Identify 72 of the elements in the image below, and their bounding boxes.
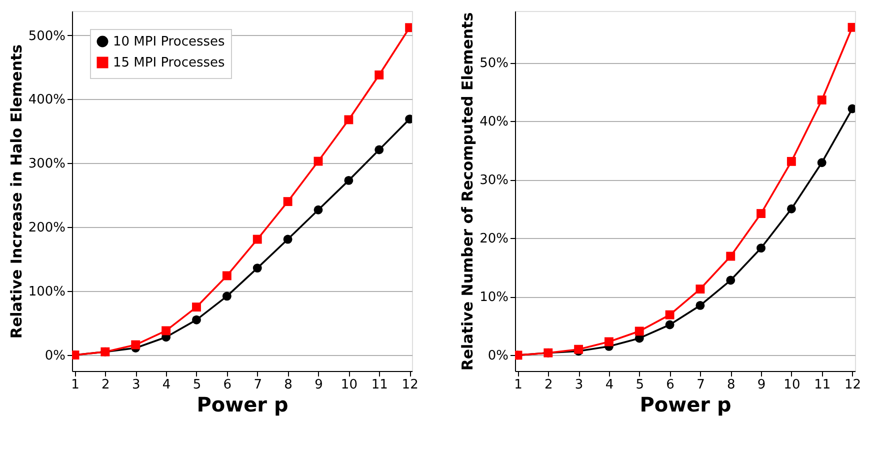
x-tick-label: 1 xyxy=(71,378,80,392)
y-tick-label: 20% xyxy=(480,232,508,247)
x-tick-label: 5 xyxy=(192,378,202,392)
legend-label: 10 MPI Processes xyxy=(113,34,226,50)
point xyxy=(222,292,232,301)
y-tick-label: 30% xyxy=(480,173,508,188)
y-axis-title: Relative Number of Recomputed Elements xyxy=(458,12,477,371)
point xyxy=(374,145,384,154)
x-axis-title: Power p xyxy=(196,392,288,416)
x-tick-label: 7 xyxy=(254,378,262,392)
x-tick-label: 10 xyxy=(340,378,358,392)
point xyxy=(222,271,232,280)
y-tick-label: 500% xyxy=(28,28,66,44)
y-tick-label: 300% xyxy=(28,156,66,172)
x-tick-label: 8 xyxy=(726,378,736,392)
point xyxy=(344,115,354,124)
point xyxy=(252,264,262,273)
x-tick-label: 3 xyxy=(132,378,140,392)
x-axis-title: Power p xyxy=(640,392,732,416)
point xyxy=(756,244,766,253)
point xyxy=(252,234,262,244)
x-tick-label: 2 xyxy=(102,378,110,392)
point xyxy=(665,310,674,320)
point xyxy=(817,96,826,104)
x-tick-label: 9 xyxy=(757,378,766,392)
point xyxy=(634,326,644,336)
point xyxy=(162,326,171,336)
x-tick-label: 7 xyxy=(696,378,705,392)
y-tick-label: 100% xyxy=(28,284,66,300)
x-tick-label: 2 xyxy=(544,378,553,392)
x-tick-label: 5 xyxy=(636,378,644,392)
y-tick-label: 0% xyxy=(44,348,66,364)
x-tick-label: 3 xyxy=(574,378,584,392)
x-tick-label: 1 xyxy=(514,378,522,392)
point xyxy=(374,70,384,80)
point xyxy=(726,276,736,285)
point xyxy=(696,300,705,310)
legend-label: 15 MPI Processes xyxy=(113,56,226,70)
point xyxy=(192,315,201,324)
y-tick-label: 40% xyxy=(480,114,508,130)
x-tick-label: 4 xyxy=(162,378,171,392)
y-tick-label: 200% xyxy=(28,220,66,236)
point xyxy=(726,252,736,261)
x-tick-label: 6 xyxy=(223,378,232,392)
x-tick-label: 8 xyxy=(284,378,292,392)
x-tick-label: 4 xyxy=(605,378,614,392)
x-tick-label: 11 xyxy=(371,378,388,392)
point xyxy=(696,284,705,294)
point xyxy=(786,156,796,166)
point xyxy=(817,158,826,168)
y-axis-title: Relative Increase in Halo Elements xyxy=(7,44,26,339)
x-tick-label: 12 xyxy=(402,378,418,392)
point xyxy=(314,156,323,166)
y-tick-label: 0% xyxy=(488,348,508,364)
point xyxy=(283,197,292,206)
y-tick-label: 10% xyxy=(480,290,508,306)
x-tick-label: 11 xyxy=(814,378,831,392)
x-tick-label: 6 xyxy=(666,378,674,392)
x-tick-label: 9 xyxy=(314,378,323,392)
point xyxy=(756,209,766,218)
point xyxy=(283,234,292,244)
point xyxy=(192,302,201,312)
point xyxy=(344,176,354,185)
y-tick-label: 50% xyxy=(480,56,508,72)
point xyxy=(314,205,323,214)
x-tick-label: 12 xyxy=(844,378,862,392)
point xyxy=(665,320,674,330)
point xyxy=(131,340,140,350)
point xyxy=(786,204,796,214)
point xyxy=(604,337,614,346)
y-tick-label: 400% xyxy=(28,92,66,108)
x-tick-label: 10 xyxy=(784,378,800,392)
